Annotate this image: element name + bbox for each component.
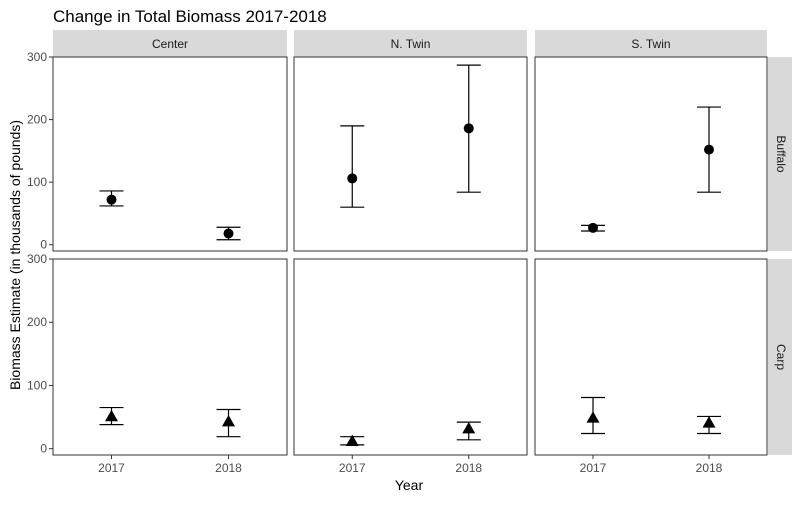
panels-layer: Center N. Twin S. Twin Buffalo Carp 0 100 200 30… bbox=[27, 30, 792, 475]
data-point-triangle bbox=[345, 434, 359, 446]
panel-carp-n-twin bbox=[293, 258, 528, 456]
data-point-triangle bbox=[702, 416, 716, 428]
x-tick-label: 2018 bbox=[215, 461, 242, 475]
x-tick-label: 2018 bbox=[455, 461, 482, 475]
row-strip-label: Buffalo bbox=[774, 135, 788, 172]
panel-buffalo-s-twin bbox=[534, 56, 768, 252]
row-strip-label: Carp bbox=[774, 344, 788, 370]
y-tick-label: 200 bbox=[27, 113, 47, 127]
x-tick-label: 2017 bbox=[339, 461, 366, 475]
column-strip-label: S. Twin bbox=[631, 37, 670, 51]
chart-title: Change in Total Biomass 2017-2018 bbox=[53, 7, 327, 26]
y-axis-label: Biomass Estimate (in thousands of pounds… bbox=[7, 120, 23, 390]
column-strip-label: N. Twin bbox=[391, 37, 431, 51]
x-tick-label: 2017 bbox=[580, 461, 607, 475]
data-point-triangle bbox=[222, 414, 235, 427]
panel-buffalo-center bbox=[52, 56, 288, 252]
data-point-circle bbox=[463, 123, 474, 134]
row-strip-buffalo bbox=[768, 57, 792, 251]
x-axis-label: Year bbox=[395, 477, 424, 493]
column-strip-center bbox=[53, 30, 287, 57]
data-point-circle bbox=[347, 173, 358, 184]
y-tick-label: 300 bbox=[27, 50, 47, 64]
panel-carp-center bbox=[52, 258, 288, 456]
row-strip-carp bbox=[768, 259, 792, 455]
data-point-triangle bbox=[586, 411, 600, 423]
column-strip-label: Center bbox=[152, 37, 188, 51]
panel-carp-s-twin bbox=[534, 258, 768, 456]
x-tick-label: 2017 bbox=[98, 461, 125, 475]
panel-buffalo-n-twin bbox=[293, 56, 528, 252]
y-tick-label: 100 bbox=[27, 378, 47, 392]
data-point-circle bbox=[223, 228, 234, 239]
data-point-triangle bbox=[462, 421, 476, 434]
y-tick-label: 0 bbox=[40, 442, 47, 456]
column-strip-s-twin bbox=[535, 30, 767, 57]
data-point-circle bbox=[588, 222, 598, 233]
y-tick-label: 100 bbox=[27, 175, 47, 189]
data-point-circle bbox=[704, 144, 714, 155]
y-tick-label: 0 bbox=[40, 238, 47, 252]
data-point-circle bbox=[106, 194, 117, 205]
x-tick-label: 2018 bbox=[696, 461, 723, 475]
data-point-triangle bbox=[105, 409, 118, 422]
column-strip-n-twin bbox=[294, 30, 527, 57]
y-tick-label: 200 bbox=[27, 315, 47, 329]
y-tick-label: 300 bbox=[27, 252, 47, 266]
